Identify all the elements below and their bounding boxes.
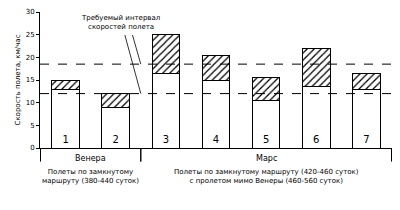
svg-text:30: 30: [26, 8, 35, 16]
svg-text:Полеты по замкнутомумаршруту (: Полеты по замкнутомумаршруту (380-440 су…: [42, 168, 139, 185]
svg-text:25: 25: [26, 31, 35, 39]
svg-text:15: 15: [26, 76, 35, 84]
svg-text:7: 7: [363, 134, 369, 145]
svg-text:5: 5: [263, 134, 269, 145]
svg-text:1: 1: [62, 134, 68, 145]
svg-text:4: 4: [213, 134, 219, 145]
svg-text:5: 5: [30, 122, 34, 130]
svg-text:6: 6: [313, 134, 319, 145]
svg-text:Требуемый интервалскоростей по: Требуемый интервалскоростей полета: [81, 14, 160, 31]
svg-text:10: 10: [26, 99, 35, 107]
svg-text:Скорость полета, км/час: Скорость полета, км/час: [14, 34, 22, 125]
svg-text:0: 0: [30, 144, 34, 152]
svg-text:20: 20: [26, 54, 35, 62]
svg-text:2: 2: [113, 134, 119, 145]
svg-text:3: 3: [163, 134, 169, 145]
svg-text:Марс: Марс: [256, 154, 277, 163]
svg-text:Полеты по замкнутому маршруту: Полеты по замкнутому маршруту (420-460 с…: [174, 168, 359, 185]
svg-text:Венера: Венера: [75, 154, 106, 163]
